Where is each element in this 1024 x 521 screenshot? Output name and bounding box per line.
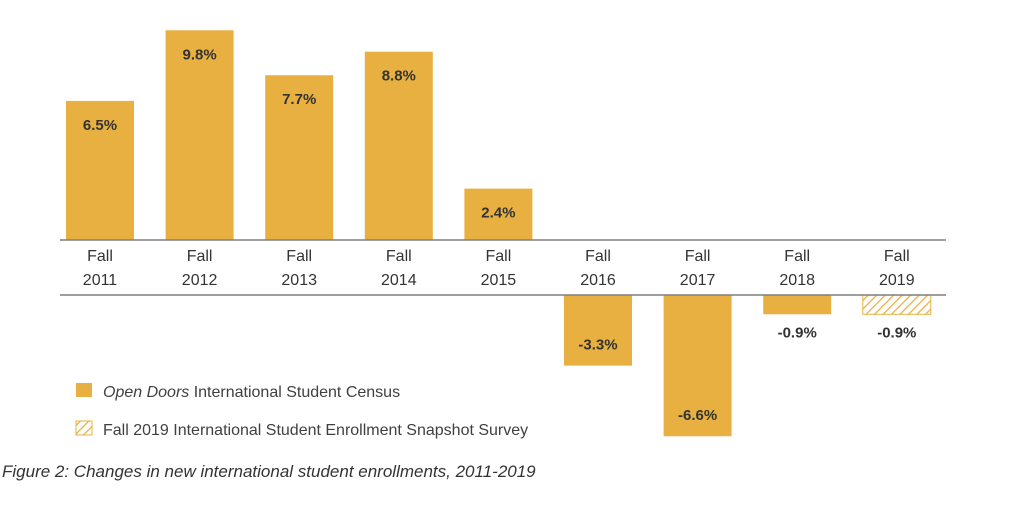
legend-label: Fall 2019 International Student Enrollme… (103, 422, 528, 439)
category-tick-label: Fall (87, 248, 113, 265)
category-tick-label: 2012 (182, 272, 218, 289)
legend: Open Doors International Student Census F… (75, 383, 528, 439)
bar-fall-2013 (265, 75, 334, 240)
legend-swatch (76, 383, 92, 397)
figure-caption: Figure 2: Changes in new international s… (2, 462, 536, 481)
bar-fall-2011 (66, 100, 134, 241)
category-tick-label: Fall (784, 248, 810, 265)
legend-swatch (75, 420, 93, 436)
category-tick-label: 2018 (779, 272, 815, 289)
category-tick-label: Fall (486, 248, 512, 265)
category-tick-label: Fall (187, 248, 213, 265)
bar-fall-2018 (763, 295, 832, 315)
bar-chart: 6.5% 9.8% 7.7% 8.8% 2.4% -3.3% -6.6% -0.9% -0.9%… (60, 30, 946, 439)
value-label: 7.7% (282, 91, 316, 108)
value-label: -0.9% (778, 324, 817, 341)
bar-fall-2015 (464, 188, 533, 240)
value-label: 9.8% (182, 46, 216, 63)
value-label: 8.8% (382, 68, 416, 85)
category-tick-label: 2014 (381, 272, 417, 289)
value-label: -3.3% (578, 337, 617, 354)
bar-fall-2019 (862, 294, 932, 315)
category-tick-label: 2017 (680, 272, 716, 289)
bar-fall-2016 (564, 295, 632, 366)
value-label: 2.4% (481, 205, 515, 222)
category-tick-label: Fall (286, 248, 312, 265)
category-tick-label: 2013 (281, 272, 317, 289)
category-tick-label: Fall (386, 248, 412, 265)
bar-fall-2014 (364, 51, 433, 241)
category-tick-label: 2016 (580, 272, 616, 289)
bars-group: 6.5% 9.8% 7.7% 8.8% 2.4% -3.3% -6.6% -0.9% -0.9% (66, 30, 932, 437)
value-label: -6.6% (678, 407, 717, 424)
category-tick-label: Fall (585, 248, 611, 265)
value-label: 6.5% (83, 117, 117, 134)
bar-fall-2012 (165, 30, 234, 241)
bar-fall-2017 (663, 295, 732, 437)
category-tick-label: 2015 (481, 272, 517, 289)
legend-label: Open Doors International Student Census (103, 384, 400, 401)
category-tick-label: Fall (685, 248, 711, 265)
category-tick-label: Fall (884, 248, 910, 265)
category-tick-label: 2011 (83, 272, 118, 289)
category-tick-label: 2019 (879, 272, 915, 289)
category-axis: Fall 2011 Fall 2012 Fall 2013 Fall 2014 Fall 2015… (60, 239, 946, 296)
value-label: -0.9% (877, 324, 916, 341)
